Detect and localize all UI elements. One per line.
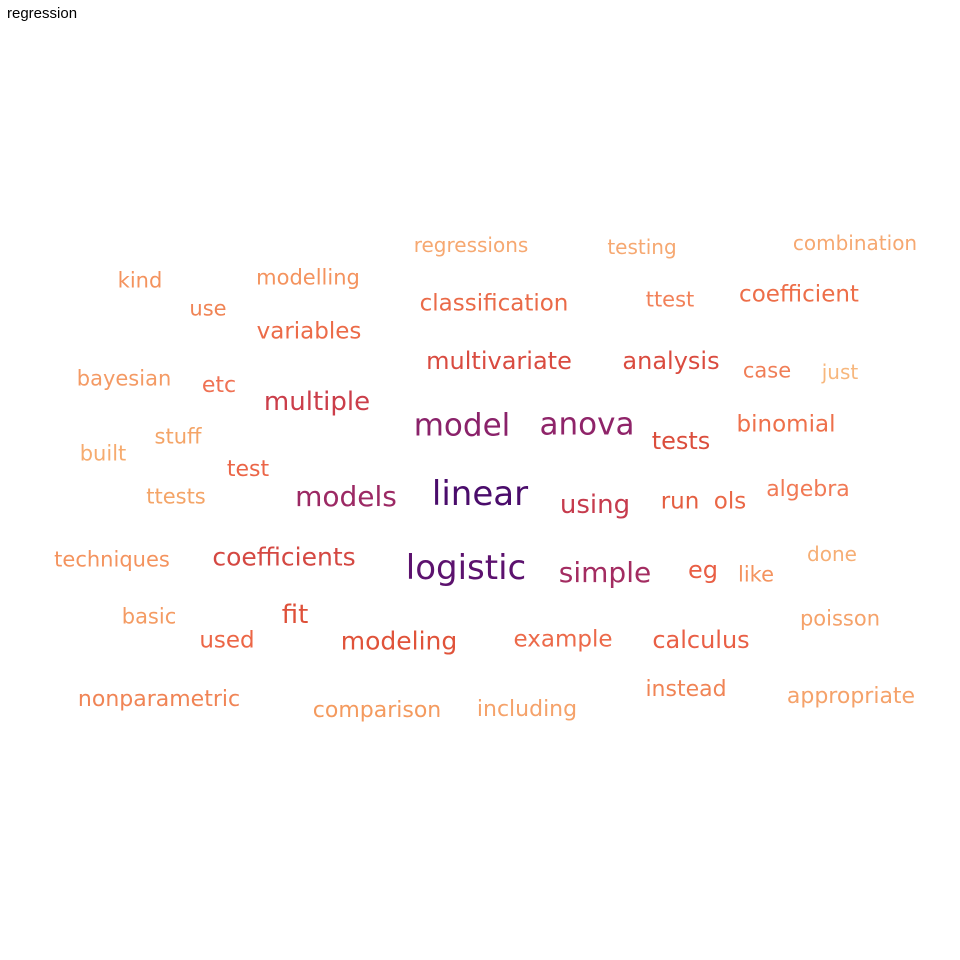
word-linear: linear <box>431 474 529 514</box>
word-stuff: stuff <box>154 424 202 449</box>
word-used: used <box>199 627 255 654</box>
word-tests: tests <box>651 427 711 455</box>
word-instead: instead <box>645 677 727 702</box>
word-ttests: ttests <box>146 484 206 509</box>
word-test: test <box>226 457 270 482</box>
word-techniques: techniques <box>54 547 170 572</box>
word-eg: eg <box>688 556 718 584</box>
word-classification: classification <box>419 290 569 317</box>
word-coefficients: coefficients <box>212 542 356 572</box>
word-modeling: modeling <box>340 626 458 656</box>
word-modelling: modelling <box>256 265 360 290</box>
word-multiple: multiple <box>263 387 371 417</box>
word-built: built <box>79 441 127 466</box>
word-kind: kind <box>117 268 163 293</box>
word-nonparametric: nonparametric <box>77 687 241 712</box>
word-algebra: algebra <box>766 477 850 502</box>
word-poisson: poisson <box>799 606 881 631</box>
word-models: models <box>295 480 397 513</box>
word-anova: anova <box>539 406 635 443</box>
word-coefficient: coefficient <box>739 281 859 308</box>
word-using: using <box>559 490 631 520</box>
word-done: done <box>807 542 857 566</box>
word-ttest: ttest <box>645 287 695 312</box>
word-calculus: calculus <box>652 626 750 654</box>
word-variables: variables <box>256 318 362 345</box>
word-use: use <box>189 296 227 321</box>
word-like: like <box>737 562 775 587</box>
word-testing: testing <box>607 235 677 259</box>
word-binomial: binomial <box>736 411 836 438</box>
word-multivariate: multivariate <box>426 347 572 375</box>
word-bayesian: bayesian <box>76 366 172 391</box>
word-example: example <box>513 626 613 653</box>
word-simple: simple <box>558 556 652 589</box>
word-ols: ols <box>713 488 747 515</box>
word-basic: basic <box>121 604 177 629</box>
word-including: including <box>476 697 578 722</box>
word-combination: combination <box>792 231 918 255</box>
word-just: just <box>821 360 859 384</box>
word-comparison: comparison <box>312 698 442 723</box>
word-case: case <box>742 358 792 383</box>
word-regressions: regressions <box>413 233 529 257</box>
word-logistic: logistic <box>405 548 527 588</box>
word-run: run <box>660 488 700 515</box>
word-appropriate: appropriate <box>786 684 916 709</box>
word-fit: fit <box>281 600 309 630</box>
plot-title: regression <box>7 5 78 22</box>
word-analysis: analysis <box>622 347 720 375</box>
word-etc: etc <box>201 373 237 398</box>
word-model: model <box>413 407 511 444</box>
